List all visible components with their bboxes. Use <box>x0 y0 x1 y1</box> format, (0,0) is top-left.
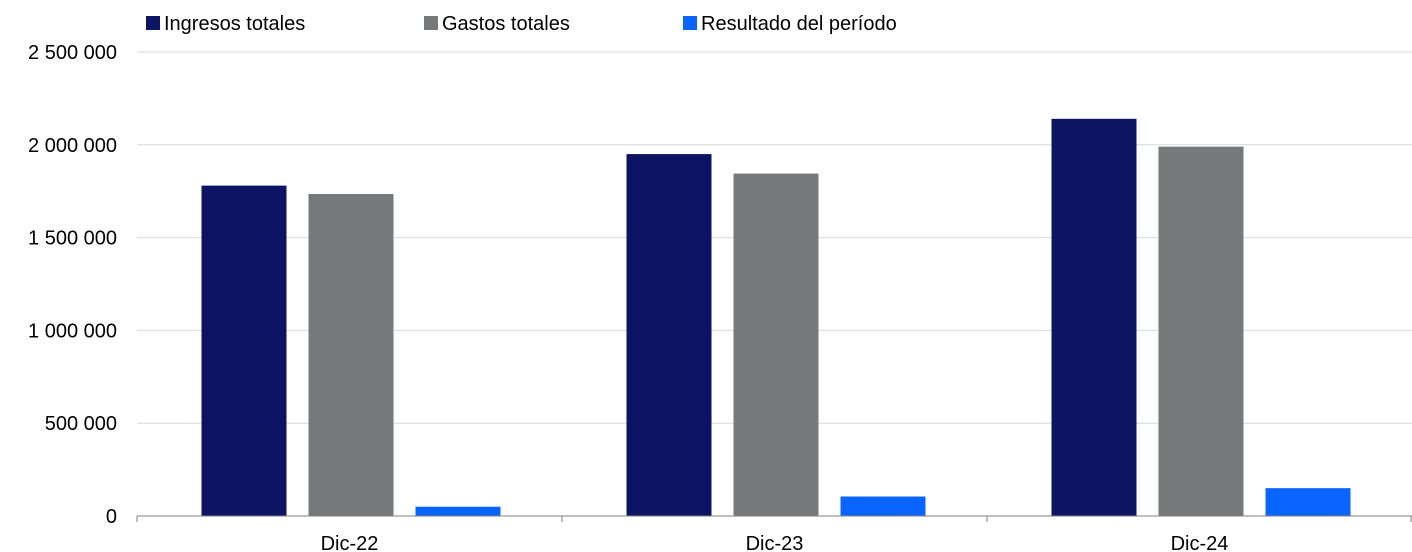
y-tick-label: 2 500 000 <box>28 42 117 64</box>
legend-swatch <box>146 16 160 30</box>
x-category-label: Dic-24 <box>1171 533 1229 552</box>
y-axis-tick-labels: 0 500 000 1 000 000 1 500 000 2 000 000 2 500… <box>28 42 117 528</box>
legend: Ingresos totales Gastos totales Resultado … <box>146 13 897 35</box>
y-tick-label: 500 000 <box>45 413 117 435</box>
y-tick-label: 0 <box>106 506 117 528</box>
x-axis <box>136 515 1412 522</box>
bar-dic-22-series-1 <box>201 185 287 516</box>
y-tick-label: 1 000 000 <box>28 320 117 342</box>
x-axis-category-labels: Dic-22 Dic-23 Dic-24 <box>321 533 1229 552</box>
x-category-label: Dic-23 <box>746 533 804 552</box>
legend-swatch <box>683 16 697 30</box>
legend-swatch <box>424 16 438 30</box>
bar-dic-22-series-2 <box>308 193 394 516</box>
bars <box>201 118 1351 516</box>
y-tick-label: 1 500 000 <box>28 228 117 250</box>
y-tick-label: 2 000 000 <box>28 135 117 157</box>
bar-dic-23-series-2 <box>733 173 819 516</box>
bar-dic-23-series-1 <box>626 154 712 516</box>
bar-dic-23-series-3 <box>840 496 926 516</box>
x-category-label: Dic-22 <box>321 533 379 552</box>
bar-dic-24-series-2 <box>1158 146 1244 516</box>
legend-label: Ingresos totales <box>164 13 305 35</box>
legend-label: Resultado del período <box>701 13 897 35</box>
bar-dic-22-series-3 <box>415 506 501 516</box>
bar-dic-24-series-1 <box>1051 118 1137 516</box>
bar-dic-24-series-3 <box>1265 488 1351 516</box>
legend-label: Gastos totales <box>442 13 570 35</box>
